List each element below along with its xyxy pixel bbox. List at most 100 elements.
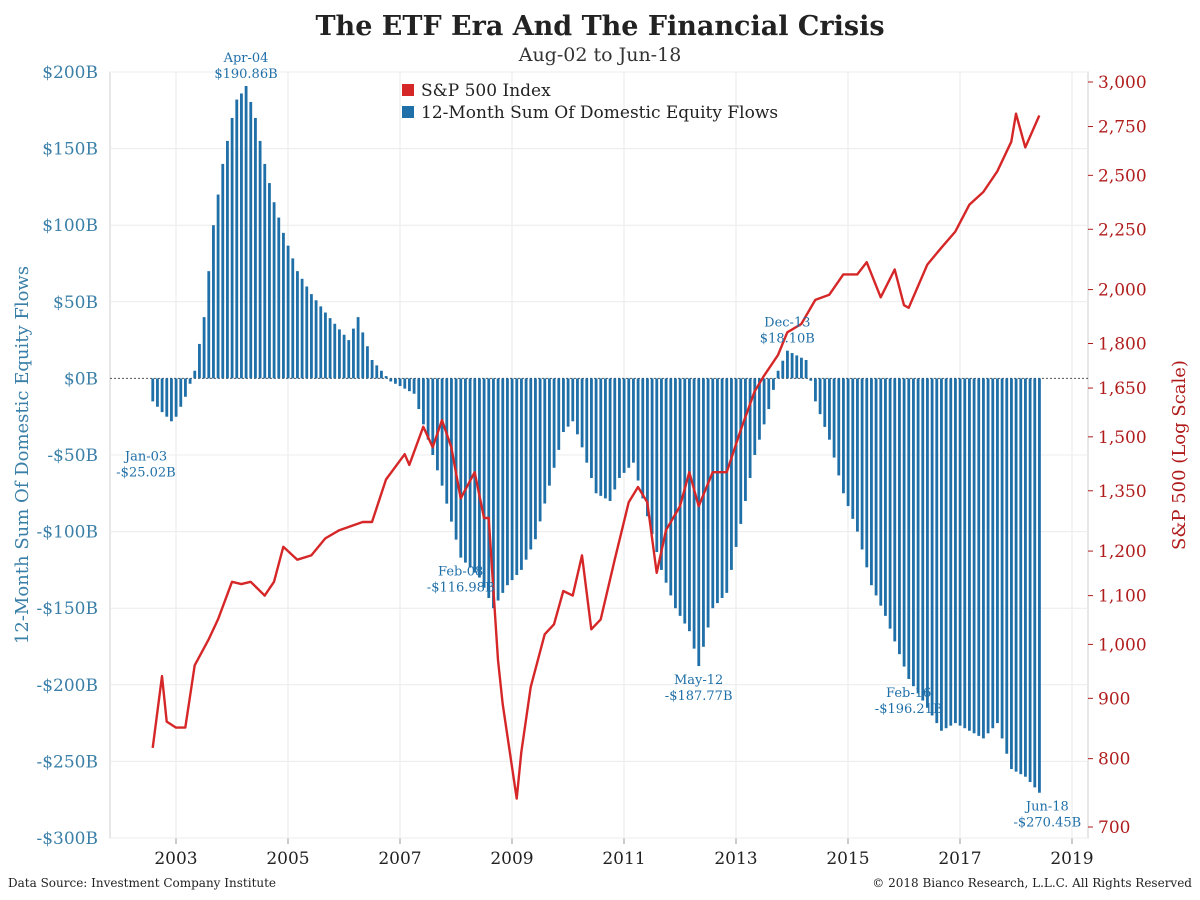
flow-bar — [524, 378, 528, 560]
flow-bar — [468, 378, 472, 568]
flow-bar — [361, 332, 365, 379]
flow-bar — [347, 340, 351, 379]
flow-bar — [324, 312, 327, 379]
flow-bar — [688, 378, 691, 632]
flow-bar — [1024, 378, 1027, 777]
flow-bar — [431, 378, 435, 455]
flow-bar — [352, 328, 355, 379]
x-tick-label: 2015 — [826, 849, 869, 869]
chart-title: The ETF Era And The Financial Crisis — [315, 11, 884, 42]
left-tick-label: -$150B — [36, 599, 98, 619]
flow-bar — [179, 378, 183, 407]
annotation-label: Feb-08 — [438, 565, 483, 580]
flow-bar — [940, 378, 943, 731]
flow-bar — [944, 378, 948, 729]
flow-bar — [678, 378, 682, 616]
flow-bar — [496, 378, 500, 601]
flow-bar — [244, 86, 248, 379]
chart-subtitle: Aug-02 to Jun-18 — [518, 44, 682, 66]
flow-bar — [459, 378, 463, 558]
flow-bar — [767, 378, 771, 410]
flow-bar — [1028, 378, 1032, 783]
flow-bar — [818, 378, 822, 415]
annotation-value: -$187.77B — [665, 689, 733, 704]
flow-bar — [627, 378, 631, 468]
flow-bar — [263, 163, 267, 379]
left-tick-label: $50B — [53, 293, 98, 313]
flow-bar — [604, 378, 607, 499]
left-tick-label: -$200B — [36, 676, 98, 696]
right-tick-label: 2,000 — [1098, 281, 1147, 301]
flow-bar — [174, 378, 178, 417]
flow-bar — [562, 378, 565, 433]
flow-bar — [384, 376, 388, 379]
flow-bar — [734, 378, 738, 547]
flow-bar — [590, 378, 593, 478]
flow-bar — [543, 378, 547, 504]
flow-bar — [608, 378, 612, 501]
flow-bar — [520, 378, 523, 570]
flow-bar — [328, 318, 332, 379]
flow-bar — [296, 271, 299, 379]
flow-bar — [482, 378, 486, 588]
flow-bar — [221, 163, 225, 379]
flow-bar — [650, 378, 654, 535]
flow-bar — [193, 370, 197, 379]
left-tick-label: -$300B — [36, 829, 98, 849]
flow-bar — [394, 378, 397, 384]
left-tick-label: $200B — [42, 63, 98, 83]
flow-bar — [618, 378, 621, 478]
flow-bar — [884, 378, 887, 616]
right-tick-label: 900 — [1098, 689, 1130, 709]
annotation-label: Jun-18 — [1024, 800, 1069, 815]
flow-bar — [370, 360, 374, 379]
flow-bar — [277, 217, 281, 379]
flow-bar — [156, 378, 159, 407]
flow-bar — [996, 378, 999, 724]
flow-bar — [655, 378, 659, 553]
plot-area: 2003 2005 2007 2009 2011 2013 2015 2017 2019 $200… — [12, 51, 1190, 869]
flow-bar — [949, 378, 953, 726]
flow-bar — [674, 378, 677, 609]
flow-bar — [272, 202, 276, 379]
flow-bar — [506, 378, 509, 586]
flow-bar — [226, 140, 229, 379]
flow-bar — [968, 378, 971, 731]
flow-bar — [286, 245, 290, 379]
x-tick-label: 2007 — [378, 849, 421, 869]
flow-bar — [963, 378, 967, 729]
flow-bar — [683, 378, 687, 624]
annotation-value: -$116.98B — [427, 581, 495, 596]
flow-bar — [464, 378, 467, 563]
flow-bar — [790, 353, 794, 379]
flow-bar — [916, 378, 920, 694]
flow-bar — [851, 378, 855, 519]
flow-bar — [380, 370, 383, 379]
flow-bar — [422, 378, 425, 425]
flow-bar — [412, 378, 416, 394]
flow-bar — [282, 232, 285, 379]
flow-bar — [216, 194, 220, 379]
flow-bar — [300, 278, 304, 379]
flow-bar — [902, 378, 906, 667]
flow-bar — [445, 378, 449, 504]
flow-bar — [552, 378, 556, 468]
flow-bar — [515, 378, 519, 576]
flow-bar — [874, 378, 878, 596]
x-tick-label: 2017 — [938, 849, 981, 869]
right-tick-label: 1,100 — [1098, 587, 1147, 607]
flow-bar — [772, 378, 775, 390]
right-tick-label: 3,000 — [1098, 73, 1147, 93]
right-tick-label: 1,350 — [1098, 482, 1147, 502]
annotation-value: $190.86B — [214, 67, 277, 82]
flow-bar — [954, 378, 957, 724]
left-tick-label: $0B — [64, 369, 98, 389]
flow-bar — [725, 378, 729, 593]
flow-bar — [921, 378, 925, 701]
right-tick-label: 800 — [1098, 750, 1130, 770]
flow-bar — [230, 117, 234, 379]
right-tick-label: 2,500 — [1098, 166, 1147, 186]
flow-bar — [781, 360, 785, 379]
flow-bar — [888, 378, 892, 629]
